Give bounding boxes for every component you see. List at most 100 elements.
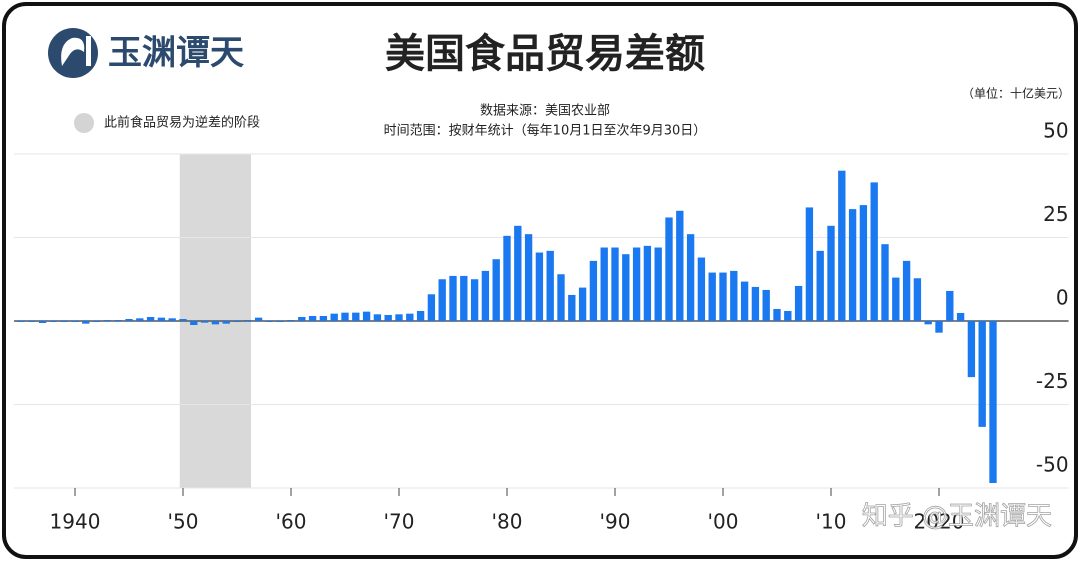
x-tick-label: '50 <box>168 510 199 534</box>
bar <box>449 275 457 321</box>
bar <box>146 316 155 321</box>
bar <box>654 247 662 321</box>
bar <box>524 234 533 321</box>
bar <box>708 272 716 321</box>
bar <box>179 318 187 321</box>
bar <box>352 312 360 321</box>
unit: （单位：十亿美元） <box>962 86 1070 101</box>
bar <box>697 257 706 321</box>
bar <box>784 310 792 321</box>
bar <box>460 275 468 321</box>
bar <box>686 234 695 321</box>
x-tick-label: 2020 <box>914 510 965 534</box>
bar <box>622 254 630 321</box>
bar <box>935 321 943 333</box>
bar <box>244 319 252 321</box>
bar <box>870 182 878 321</box>
y-tick-label: 0 <box>1056 286 1069 310</box>
shade-legend-swatch <box>74 113 94 133</box>
bar <box>773 308 781 321</box>
x-tick-label: '80 <box>492 510 523 534</box>
bar <box>125 318 133 321</box>
bar <box>827 225 835 321</box>
bar <box>859 205 868 321</box>
watermark: 知乎 @玉渊谭天 <box>862 502 1052 532</box>
bar <box>881 244 889 321</box>
bar <box>82 321 90 324</box>
bar <box>913 278 922 321</box>
bar <box>276 321 284 323</box>
bar <box>341 312 349 321</box>
bar <box>892 277 900 321</box>
x-tick-label: '60 <box>276 510 307 534</box>
chart-title: 美国食品贸易差额 <box>385 31 705 77</box>
bar <box>568 294 576 321</box>
y-tick-label: -50 <box>1036 453 1069 477</box>
bar <box>719 272 727 321</box>
bar <box>535 252 544 321</box>
bar <box>438 279 446 321</box>
bar <box>28 321 36 323</box>
bar <box>956 312 965 321</box>
bar <box>730 270 738 321</box>
bar <box>546 250 554 321</box>
bar <box>49 321 58 323</box>
subtitle: 时间范围：按财年统计（每年10月1日至次年9月30日） <box>384 123 707 139</box>
bar <box>902 260 911 321</box>
bar <box>211 321 220 325</box>
bar <box>978 321 986 427</box>
bar <box>643 245 652 321</box>
bar <box>848 209 857 321</box>
bar <box>427 294 436 321</box>
bar <box>71 321 79 323</box>
x-tick-label: '10 <box>816 510 847 534</box>
bar <box>373 314 382 321</box>
bar <box>740 281 749 321</box>
bar <box>92 321 101 323</box>
bar <box>384 314 392 321</box>
bar <box>330 313 338 321</box>
bar <box>17 321 25 323</box>
bar <box>406 313 414 321</box>
x-tick-label: 1940 <box>50 510 101 534</box>
bar <box>136 318 144 321</box>
bar <box>319 315 328 321</box>
bar <box>578 287 587 321</box>
bar <box>838 170 846 321</box>
bar <box>989 321 997 483</box>
bar <box>816 250 824 321</box>
brand: 玉渊谭天 <box>108 33 244 73</box>
bar <box>557 274 565 321</box>
bar <box>676 210 684 321</box>
shade-legend-label: 此前食品贸易为逆差的阶段 <box>104 115 260 131</box>
bar <box>946 290 954 321</box>
bar <box>665 217 673 321</box>
bar <box>222 321 230 324</box>
logo <box>48 28 98 78</box>
bar <box>967 321 976 378</box>
bar <box>60 321 68 323</box>
bar <box>157 317 166 321</box>
bar <box>794 285 803 321</box>
bar <box>114 319 122 321</box>
bar <box>762 289 770 321</box>
bar <box>308 315 317 321</box>
bar <box>168 318 176 321</box>
source: 数据来源：美国农业部 <box>480 104 610 119</box>
x-tick-label: '90 <box>600 510 631 534</box>
bar <box>190 321 198 326</box>
x-tick-label: '70 <box>384 510 415 534</box>
bar <box>632 247 641 321</box>
bar <box>470 279 479 321</box>
bar <box>805 207 814 321</box>
bar <box>395 314 403 321</box>
bar <box>924 321 932 325</box>
y-tick-label: 25 <box>1043 202 1068 226</box>
logo-mark <box>86 36 91 66</box>
bar <box>589 260 598 321</box>
y-tick-label: 50 <box>1043 119 1068 143</box>
bar <box>38 321 47 324</box>
bar <box>611 247 619 321</box>
bar <box>503 235 511 321</box>
bar <box>514 225 522 321</box>
